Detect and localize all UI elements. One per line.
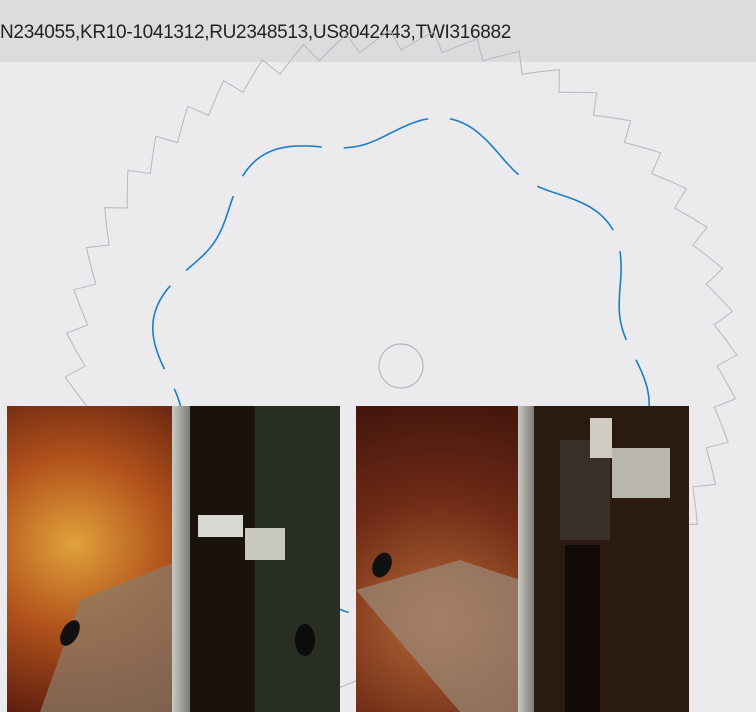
illustration (0, 0, 756, 712)
photo-right (356, 406, 689, 712)
photo-left (7, 406, 340, 712)
arbor-hole (379, 344, 423, 388)
page: N234055,KR10-1041312,RU2348513,US8042443… (0, 0, 756, 712)
